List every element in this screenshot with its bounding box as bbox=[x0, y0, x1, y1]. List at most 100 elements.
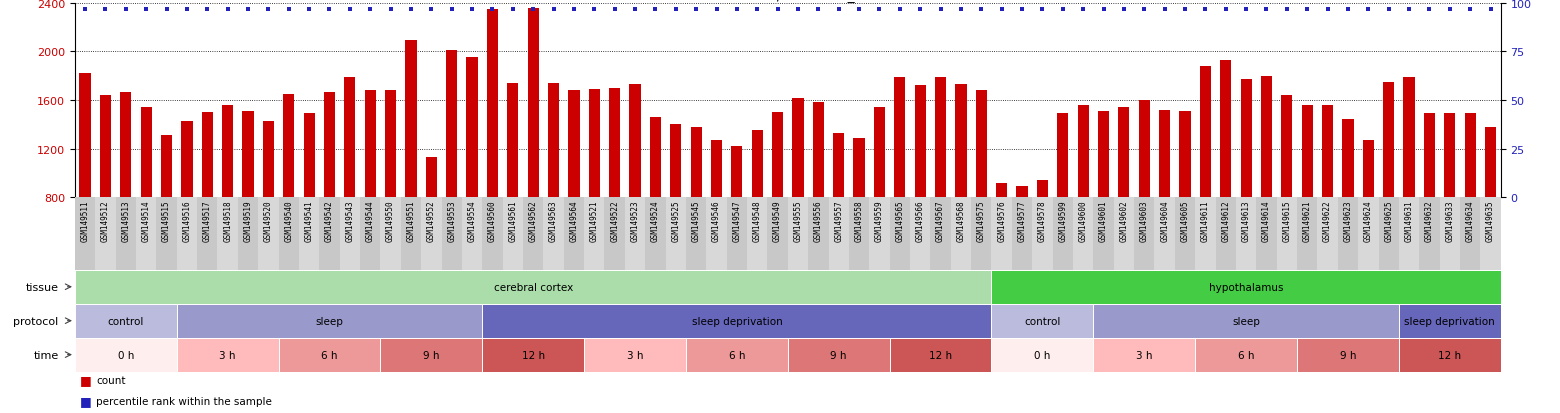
Text: percentile rank within the sample: percentile rank within the sample bbox=[97, 396, 271, 406]
Bar bbox=[1037, 181, 1048, 198]
Bar bbox=[523, 198, 543, 270]
Text: GSM149514: GSM149514 bbox=[142, 200, 151, 242]
Bar bbox=[487, 10, 498, 198]
Text: GSM149562: GSM149562 bbox=[529, 200, 538, 242]
Bar bbox=[1033, 198, 1053, 270]
Bar bbox=[284, 95, 295, 198]
Bar bbox=[1460, 198, 1480, 270]
Bar bbox=[1094, 304, 1399, 338]
Bar bbox=[543, 198, 563, 270]
Bar bbox=[482, 338, 583, 372]
Bar bbox=[833, 133, 844, 198]
Point bbox=[724, 6, 749, 13]
Bar bbox=[181, 121, 192, 198]
Bar bbox=[752, 131, 763, 198]
Bar bbox=[691, 128, 702, 198]
Bar bbox=[176, 304, 482, 338]
Bar bbox=[934, 78, 947, 198]
Bar bbox=[914, 86, 925, 198]
Bar bbox=[930, 198, 950, 270]
Bar bbox=[345, 78, 356, 198]
Bar bbox=[201, 113, 212, 198]
Point bbox=[337, 6, 362, 13]
Bar bbox=[992, 270, 1501, 304]
Point bbox=[276, 6, 301, 13]
Text: GSM149559: GSM149559 bbox=[875, 200, 885, 242]
Text: GSM149558: GSM149558 bbox=[855, 200, 864, 242]
Text: 3 h: 3 h bbox=[627, 350, 643, 360]
Text: GSM149518: GSM149518 bbox=[223, 200, 232, 242]
Bar bbox=[666, 198, 686, 270]
Bar bbox=[1017, 187, 1028, 198]
Text: GSM149561: GSM149561 bbox=[509, 200, 518, 242]
Text: GSM149622: GSM149622 bbox=[1323, 200, 1332, 242]
Bar bbox=[1440, 198, 1460, 270]
Bar bbox=[588, 90, 601, 198]
Text: GSM149519: GSM149519 bbox=[243, 200, 253, 242]
Bar bbox=[197, 198, 217, 270]
Text: sleep: sleep bbox=[1232, 316, 1260, 326]
Bar bbox=[853, 138, 864, 198]
Bar bbox=[176, 198, 197, 270]
Text: GSM149516: GSM149516 bbox=[183, 200, 192, 242]
Point bbox=[602, 6, 627, 13]
Text: GSM149552: GSM149552 bbox=[427, 200, 435, 242]
Bar bbox=[136, 198, 156, 270]
Bar bbox=[707, 198, 727, 270]
Bar bbox=[1338, 198, 1359, 270]
Bar bbox=[279, 198, 300, 270]
Bar bbox=[583, 338, 686, 372]
Bar bbox=[992, 198, 1012, 270]
Text: GSM149567: GSM149567 bbox=[936, 200, 945, 242]
Bar bbox=[608, 89, 621, 198]
Bar bbox=[360, 198, 381, 270]
Text: 9 h: 9 h bbox=[1340, 350, 1356, 360]
Bar bbox=[320, 198, 340, 270]
Text: 12 h: 12 h bbox=[521, 350, 544, 360]
Text: 6 h: 6 h bbox=[1237, 350, 1254, 360]
Bar bbox=[161, 136, 172, 198]
Point bbox=[744, 6, 769, 13]
Bar bbox=[1195, 338, 1296, 372]
Bar bbox=[955, 85, 967, 198]
Bar bbox=[237, 198, 259, 270]
Point bbox=[704, 6, 729, 13]
Bar bbox=[95, 198, 115, 270]
Point bbox=[1295, 6, 1320, 13]
Bar bbox=[1424, 114, 1435, 198]
Text: GSM149515: GSM149515 bbox=[162, 200, 172, 242]
Bar bbox=[788, 338, 889, 372]
Bar bbox=[1301, 106, 1314, 198]
Bar bbox=[992, 338, 1094, 372]
Bar bbox=[426, 158, 437, 198]
Point bbox=[1254, 6, 1279, 13]
Text: ■: ■ bbox=[80, 373, 92, 387]
Point bbox=[562, 6, 587, 13]
Bar bbox=[222, 106, 234, 198]
Point bbox=[480, 6, 505, 13]
Bar bbox=[548, 84, 558, 198]
Text: GSM149541: GSM149541 bbox=[304, 200, 314, 242]
Bar bbox=[279, 338, 381, 372]
Bar bbox=[1321, 106, 1334, 198]
Bar bbox=[1276, 198, 1296, 270]
Point bbox=[807, 6, 831, 13]
Bar bbox=[507, 84, 518, 198]
Text: ■: ■ bbox=[80, 394, 92, 407]
Point bbox=[440, 6, 465, 13]
Text: GSM149547: GSM149547 bbox=[732, 200, 741, 242]
Bar bbox=[1281, 96, 1292, 198]
Text: sleep: sleep bbox=[315, 316, 343, 326]
Text: GSM149513: GSM149513 bbox=[122, 200, 131, 242]
Text: time: time bbox=[33, 350, 59, 360]
Text: GSM149521: GSM149521 bbox=[590, 200, 599, 242]
Text: GSM149604: GSM149604 bbox=[1161, 200, 1168, 242]
Bar bbox=[365, 91, 376, 198]
Bar bbox=[874, 108, 885, 198]
Bar bbox=[732, 147, 743, 198]
Text: GSM149602: GSM149602 bbox=[1120, 200, 1128, 242]
Text: GSM149524: GSM149524 bbox=[651, 200, 660, 242]
Text: control: control bbox=[1025, 316, 1061, 326]
Text: GSM149549: GSM149549 bbox=[774, 200, 782, 242]
Text: GSM149551: GSM149551 bbox=[407, 200, 415, 242]
